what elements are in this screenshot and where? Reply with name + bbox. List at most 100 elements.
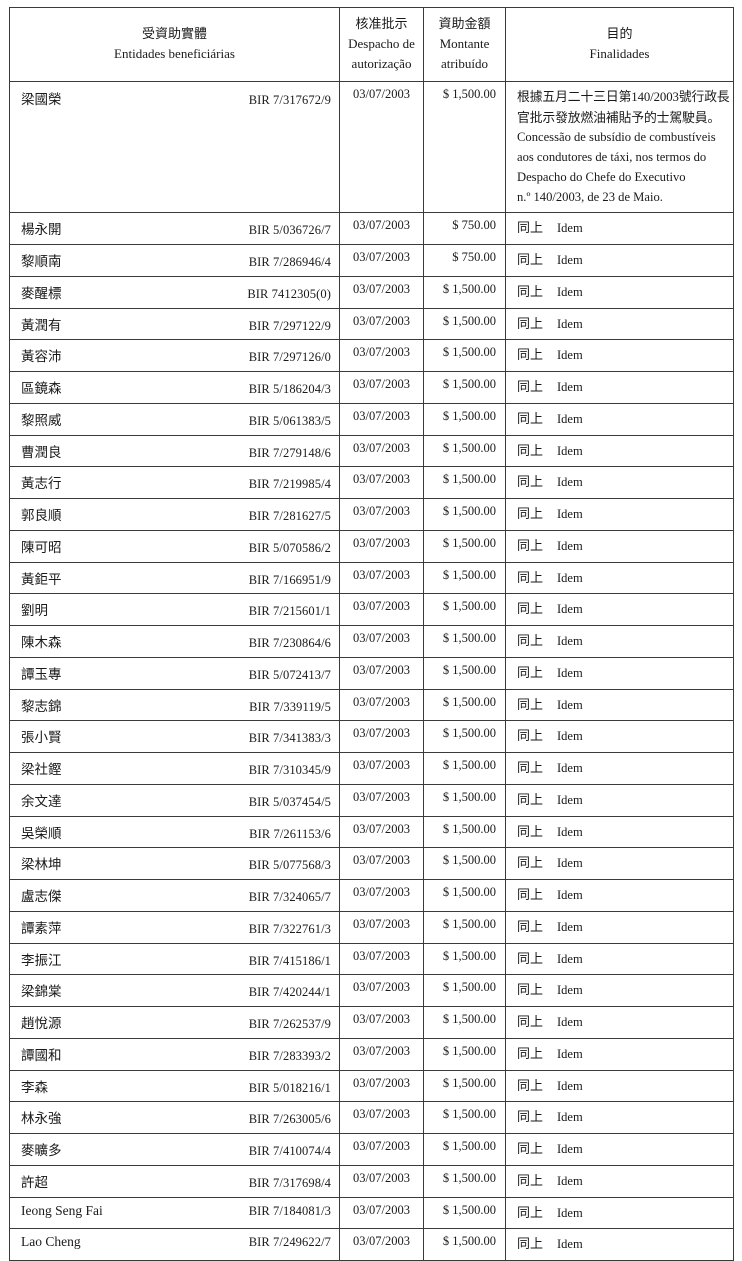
beneficiary-name: 趙悅源 (21, 1016, 62, 1032)
beneficiary-id-number: BIR 5/061383/5 (248, 413, 331, 428)
cell-purpose: 同上 Idem (505, 1164, 734, 1198)
cell-purpose: 同上 Idem (505, 1196, 734, 1230)
beneficiary-name: 盧志傑 (21, 889, 62, 905)
cell-purpose: 同上 Idem (505, 942, 734, 976)
purpose-idem-zh: 同上 (517, 410, 544, 426)
purpose-idem: 同上 Idem (517, 504, 727, 525)
table-row: 楊永開 BIR 5/036726/7 03/07/2003 $ 750.00 同上 Ide… (9, 212, 734, 246)
cell-entity: 李振江 BIR 7/415186/1 (9, 942, 340, 976)
beneficiary-id-number: BIR 7/324065/7 (248, 890, 331, 905)
beneficiary-id-number: BIR 5/037454/5 (248, 794, 331, 809)
beneficiary-id-number: BIR 7/410074/4 (248, 1144, 331, 1159)
purpose-idem-pt: Idem (557, 634, 583, 649)
table-row: 梁社鏗 BIR 7/310345/9 03/07/2003 $ 1,500.00 同上 I… (9, 752, 734, 785)
cell-purpose: 同上 Idem (505, 466, 734, 500)
cell-authorization-date: 03/07/2003 (339, 815, 424, 849)
beneficiary-name: 譚國和 (21, 1047, 62, 1063)
entity-row-content: 李振江 BIR 7/415186/1 (10, 944, 339, 974)
beneficiary-name: 許超 (21, 1174, 48, 1190)
cell-entity: 趙悅源 BIR 7/262537/9 (9, 1006, 340, 1039)
beneficiary-name: 黎照威 (21, 412, 62, 428)
purpose-idem: 同上 Idem (517, 695, 727, 716)
purpose-line-pt-line2: aos condutores de táxi, nos termos do (517, 149, 707, 164)
beneficiary-id-number: BIR 5/070586/2 (248, 540, 331, 555)
cell-amount: $ 750.00 (423, 212, 506, 246)
table-row: 區鏡森 BIR 5/186204/3 03/07/2003 $ 1,500.00 同上 I… (9, 371, 734, 404)
beneficiary-name: 譚素萍 (21, 920, 62, 936)
purpose-line-zh-line2: 官批示發放燃油補貼予的士駕駛員。 (517, 110, 721, 125)
purpose-idem-pt: Idem (557, 316, 583, 331)
cell-authorization-date: 03/07/2003 (339, 81, 424, 214)
purpose-idem: 同上 Idem (517, 1012, 727, 1033)
beneficiary-id-number: BIR 7/263005/6 (248, 1112, 331, 1127)
purpose-idem-pt: Idem (557, 1205, 583, 1220)
purpose-idem: 同上 Idem (517, 1076, 727, 1097)
purpose-idem: 同上 Idem (517, 980, 727, 1001)
cell-authorization-date: 03/07/2003 (339, 1228, 424, 1261)
purpose-idem-zh: 同上 (517, 950, 544, 966)
entity-row-content: 梁林坤 BIR 5/077568/3 (10, 848, 339, 878)
beneficiary-name: Ieong Seng Fai (21, 1202, 103, 1218)
cell-purpose: 同上 Idem (505, 847, 734, 881)
cell-entity: 黃志行 BIR 7/219985/4 (9, 466, 340, 500)
cell-purpose: 同上 Idem (505, 1069, 734, 1103)
cell-authorization-date: 03/07/2003 (339, 212, 424, 246)
purpose-idem: 同上 Idem (517, 250, 727, 271)
cell-amount: $ 1,500.00 (423, 879, 506, 912)
cell-authorization-date: 03/07/2003 (339, 625, 424, 658)
beneficiary-name: 黎志錦 (21, 698, 62, 714)
purpose-idem-zh: 同上 (517, 379, 544, 395)
subsidy-beneficiaries-table: 受資助實體 Entidades beneficiárias 核准批示 Despa… (9, 6, 734, 1261)
cell-amount: $ 1,500.00 (423, 1164, 506, 1198)
cell-amount: $ 1,500.00 (423, 339, 506, 373)
entity-row-content: 盧志傑 BIR 7/324065/7 (10, 880, 339, 910)
beneficiary-id-number: BIR 7/219985/4 (248, 477, 331, 492)
entity-row-content: 陳木森 BIR 7/230864/6 (10, 626, 339, 656)
table-row: Ieong Seng Fai BIR 7/184081/3 03/07/2003 $ … (9, 1196, 734, 1230)
purpose-idem: 同上 Idem (517, 631, 727, 652)
cell-entity: 許超 BIR 7/317698/4 (9, 1164, 340, 1198)
cell-purpose: 同上 Idem (505, 752, 734, 785)
beneficiary-name: 麥曠多 (21, 1143, 62, 1159)
purpose-idem-zh: 同上 (517, 220, 544, 236)
entity-row-content: 黃鉅平 BIR 7/166951/9 (10, 563, 339, 593)
purpose-idem: 同上 Idem (517, 536, 727, 557)
cell-amount: $ 1,500.00 (423, 1037, 506, 1071)
beneficiary-id-number: BIR 7/297122/9 (248, 318, 331, 333)
table-row: 黃鉅平 BIR 7/166951/9 03/07/2003 $ 1,500.00 同上 I… (9, 561, 734, 595)
entity-row-content: 劉明 BIR 7/215601/1 (10, 594, 339, 624)
purpose-line-pt-line3: Despacho do Chefe do Executivo (517, 169, 686, 184)
purpose-idem-pt: Idem (557, 443, 583, 458)
beneficiary-name: 麥醒標 (21, 285, 62, 301)
purpose-idem-zh: 同上 (517, 918, 544, 934)
cell-entity: 曹潤良 BIR 7/279148/6 (9, 434, 340, 468)
purpose-idem-pt: Idem (557, 856, 583, 871)
table-row: 李森 BIR 5/018216/1 03/07/2003 $ 1,500.00 同上 Id… (9, 1069, 734, 1103)
table-row: 梁錦棠 BIR 7/420244/1 03/07/2003 $ 1,500.00 同上 I… (9, 974, 734, 1008)
entity-row-content: 麥醒標 BIR 7412305(0) (10, 277, 339, 307)
cell-purpose: 同上 Idem (505, 561, 734, 595)
cell-entity: 張小賢 BIR 7/341383/3 (9, 720, 340, 754)
cell-authorization-date: 03/07/2003 (339, 275, 424, 309)
beneficiary-name: 梁國榮 (21, 92, 62, 108)
cell-authorization-date: 03/07/2003 (339, 910, 424, 944)
purpose-idem-pt: Idem (557, 348, 583, 363)
cell-authorization-date: 03/07/2003 (339, 1196, 424, 1230)
purpose-idem: 同上 Idem (517, 599, 727, 620)
cell-entity: 黃潤有 BIR 7/297122/9 (9, 307, 340, 341)
cell-entity: 黃鉅平 BIR 7/166951/9 (9, 561, 340, 595)
cell-entity: 黎志錦 BIR 7/339119/5 (9, 688, 340, 722)
entity-row-content: Lao Cheng BIR 7/249622/7 (10, 1229, 339, 1257)
beneficiary-name: 楊永開 (21, 222, 62, 238)
cell-entity: 盧志傑 BIR 7/324065/7 (9, 879, 340, 912)
cell-authorization-date: 03/07/2003 (339, 371, 424, 404)
purpose-idem-pt: Idem (557, 602, 583, 617)
cell-amount: $ 1,500.00 (423, 656, 506, 690)
entity-row-content: 黎順南 BIR 7/286946/4 (10, 245, 339, 275)
purpose-idem: 同上 Idem (517, 790, 727, 811)
cell-authorization-date: 03/07/2003 (339, 244, 424, 277)
purpose-idem-pt: Idem (557, 665, 583, 680)
cell-amount: $ 1,500.00 (423, 434, 506, 468)
purpose-line-pt-line1: Concessão de subsídio de combustíveis (517, 129, 716, 144)
purpose-idem-pt: Idem (557, 507, 583, 522)
